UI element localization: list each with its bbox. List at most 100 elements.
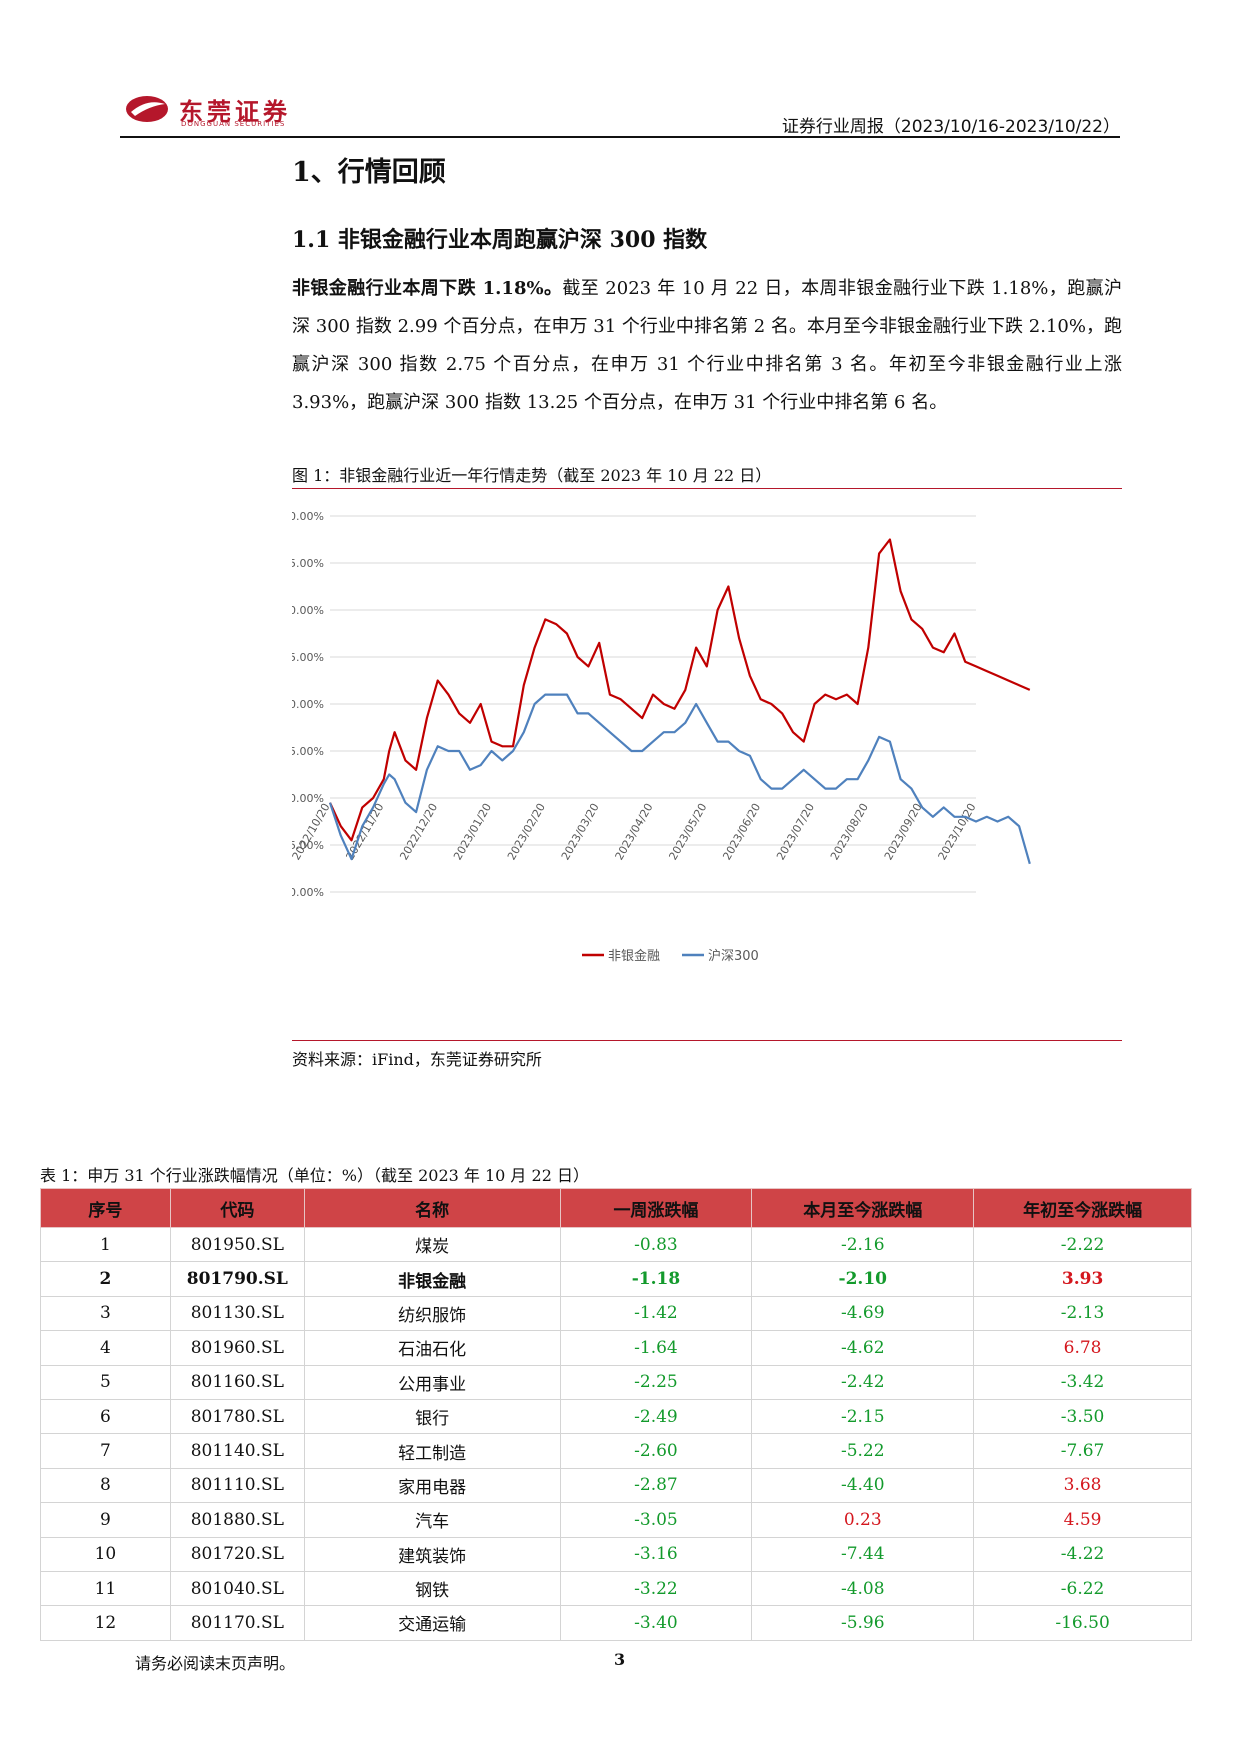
table-cell: 石油石化 — [303, 1330, 561, 1366]
table-cell: -2.13 — [973, 1295, 1192, 1332]
y-tick-label: 15.00% — [292, 651, 324, 664]
x-tick-label: 2023/04/20 — [613, 801, 656, 862]
table-cell: -4.08 — [751, 1570, 975, 1607]
x-tick-label: 2023/07/20 — [774, 801, 817, 862]
table-cell: 建筑装饰 — [303, 1536, 561, 1572]
table-cell: -4.22 — [973, 1536, 1192, 1572]
figure-source: 资料来源：iFind，东莞证券研究所 — [292, 1050, 542, 1069]
table-cell: 3.93 — [973, 1261, 1192, 1297]
table-cell: 非银金融 — [303, 1261, 561, 1297]
column-header: 本月至今涨跌幅 — [751, 1188, 975, 1228]
y-tick-label: 20.00% — [292, 604, 324, 617]
table-cell: 801140.SL — [169, 1433, 305, 1469]
column-header: 一周涨跌幅 — [559, 1188, 753, 1228]
x-tick-label: 2023/02/20 — [505, 801, 548, 862]
table-cell: -6.22 — [973, 1570, 1192, 1607]
industry-returns-table: 序号 代码 名称 一周涨跌幅 本月至今涨跌幅 年初至今涨跌幅 1 801950.SL 煤炭 -0… — [40, 1188, 1192, 1641]
table-cell: -3.22 — [559, 1570, 753, 1607]
table-cell: -4.62 — [751, 1330, 975, 1366]
table-cell: 801170.SL — [169, 1605, 305, 1641]
x-tick-label: 2023/01/20 — [451, 801, 494, 862]
logo-text-en: DONGGUAN SECURITIES — [181, 120, 286, 128]
column-header: 序号 — [40, 1188, 171, 1228]
table-cell: 1 — [40, 1226, 171, 1263]
table-cell: -4.69 — [751, 1295, 975, 1332]
table-cell: 801040.SL — [169, 1570, 305, 1607]
table-cell: 9 — [40, 1502, 171, 1538]
x-tick-label: 2022/12/20 — [397, 801, 440, 862]
table-row: 2 801790.SL 非银金融 -1.18 -2.10 3.93 — [40, 1261, 1192, 1297]
logo-mark-icon — [126, 96, 168, 122]
table-cell: 4 — [40, 1330, 171, 1366]
table-cell: 801130.SL — [169, 1295, 305, 1332]
table-cell: -2.60 — [559, 1433, 753, 1469]
x-tick-label: 2023/03/20 — [559, 801, 602, 862]
table-cell: 8 — [40, 1467, 171, 1504]
page-number: 3 — [614, 1650, 626, 1669]
table-cell: 纺织服饰 — [303, 1295, 561, 1332]
market-trend-chart: 30.00% 25.00% 20.00% 15.00% 10.00% 5.00% 0.00%… — [292, 510, 1031, 964]
table-cell: 轻工制造 — [303, 1433, 561, 1469]
header-divider — [120, 136, 1120, 138]
y-tick-label: 5.00% — [292, 745, 324, 758]
table-cell: -5.96 — [751, 1605, 975, 1641]
table-cell: 801960.SL — [169, 1330, 305, 1366]
summary-lead: 非银金融行业本周下跌 1.18%。 — [292, 278, 563, 299]
table-cell: -3.40 — [559, 1605, 753, 1641]
y-tick-label: -5.00% — [292, 839, 324, 852]
table-cell: -3.42 — [973, 1364, 1192, 1400]
section-title: 1、行情回顾 — [292, 157, 446, 188]
y-tick-label: -10.00% — [292, 886, 324, 899]
table-row: 1 801950.SL 煤炭 -0.83 -2.16 -2.22 — [40, 1226, 1192, 1263]
table-cell: -3.05 — [559, 1502, 753, 1538]
table-cell: -2.42 — [751, 1364, 975, 1400]
table-cell: 801950.SL — [169, 1226, 305, 1263]
table-row: 4 801960.SL 石油石化 -1.64 -4.62 6.78 — [40, 1330, 1192, 1366]
table-header-row: 序号 代码 名称 一周涨跌幅 本月至今涨跌幅 年初至今涨跌幅 — [40, 1188, 1192, 1228]
table-cell: -4.40 — [751, 1467, 975, 1504]
column-header: 代码 — [169, 1188, 305, 1228]
table-cell: 4.59 — [973, 1502, 1192, 1538]
report-header-title: 证券行业周报（2023/10/16-2023/10/22） — [781, 117, 1120, 137]
table-row: 12 801170.SL 交通运输 -3.40 -5.96 -16.50 — [40, 1605, 1192, 1641]
table-cell: 801720.SL — [169, 1536, 305, 1572]
x-tick-label: 2023/09/20 — [882, 801, 925, 862]
table-row: 6 801780.SL 银行 -2.49 -2.15 -3.50 — [40, 1398, 1192, 1435]
table-caption: 表 1：申万 31 个行业涨跌幅情况（单位：%）（截至 2023 年 10 月 … — [40, 1166, 589, 1185]
table-cell: -2.10 — [751, 1261, 975, 1297]
table-row: 11 801040.SL 钢铁 -3.22 -4.08 -6.22 — [40, 1570, 1192, 1607]
table-cell: 801160.SL — [169, 1364, 305, 1400]
table-cell: -2.22 — [973, 1226, 1192, 1263]
table-cell: 12 — [40, 1605, 171, 1641]
table-row: 9 801880.SL 汽车 -3.05 0.23 4.59 — [40, 1502, 1192, 1538]
table-cell: 801780.SL — [169, 1398, 305, 1435]
table-cell: 汽车 — [303, 1502, 561, 1538]
table-cell: -16.50 — [973, 1605, 1192, 1641]
table-cell: 5 — [40, 1364, 171, 1400]
column-header: 年初至今涨跌幅 — [973, 1188, 1192, 1228]
x-tick-label: 2023/08/20 — [828, 801, 871, 862]
table-cell: -2.15 — [751, 1398, 975, 1435]
table-cell: 3.68 — [973, 1467, 1192, 1504]
x-tick-label: 2023/06/20 — [720, 801, 763, 862]
table-row: 8 801110.SL 家用电器 -2.87 -4.40 3.68 — [40, 1467, 1192, 1504]
table-cell: -1.64 — [559, 1330, 753, 1366]
table-row: 3 801130.SL 纺织服饰 -1.42 -4.69 -2.13 — [40, 1295, 1192, 1332]
column-header: 名称 — [303, 1188, 561, 1228]
subsection-title: 1.1 非银金融行业本周跑赢沪深 300 指数 — [292, 227, 708, 253]
table-cell: -2.49 — [559, 1398, 753, 1435]
table-cell: 11 — [40, 1570, 171, 1607]
table-cell: -2.16 — [751, 1226, 975, 1263]
table-cell: 801880.SL — [169, 1502, 305, 1538]
table-cell: -2.25 — [559, 1364, 753, 1400]
brand-logo: 东莞证券 DONGGUAN SECURITIES — [125, 92, 325, 128]
legend-label: 沪深300 — [708, 948, 759, 964]
table-cell: -0.83 — [559, 1226, 753, 1263]
table-row: 7 801140.SL 轻工制造 -2.60 -5.22 -7.67 — [40, 1433, 1192, 1469]
y-tick-label: 25.00% — [292, 557, 324, 570]
table-cell: 煤炭 — [303, 1226, 561, 1263]
table-row: 10 801720.SL 建筑装饰 -3.16 -7.44 -4.22 — [40, 1536, 1192, 1572]
figure-top-rule — [292, 488, 1122, 489]
figure-caption: 图 1：非银金融行业近一年行情走势（截至 2023 年 10 月 22 日） — [292, 466, 772, 485]
series-line-csi300 — [328, 693, 1031, 865]
